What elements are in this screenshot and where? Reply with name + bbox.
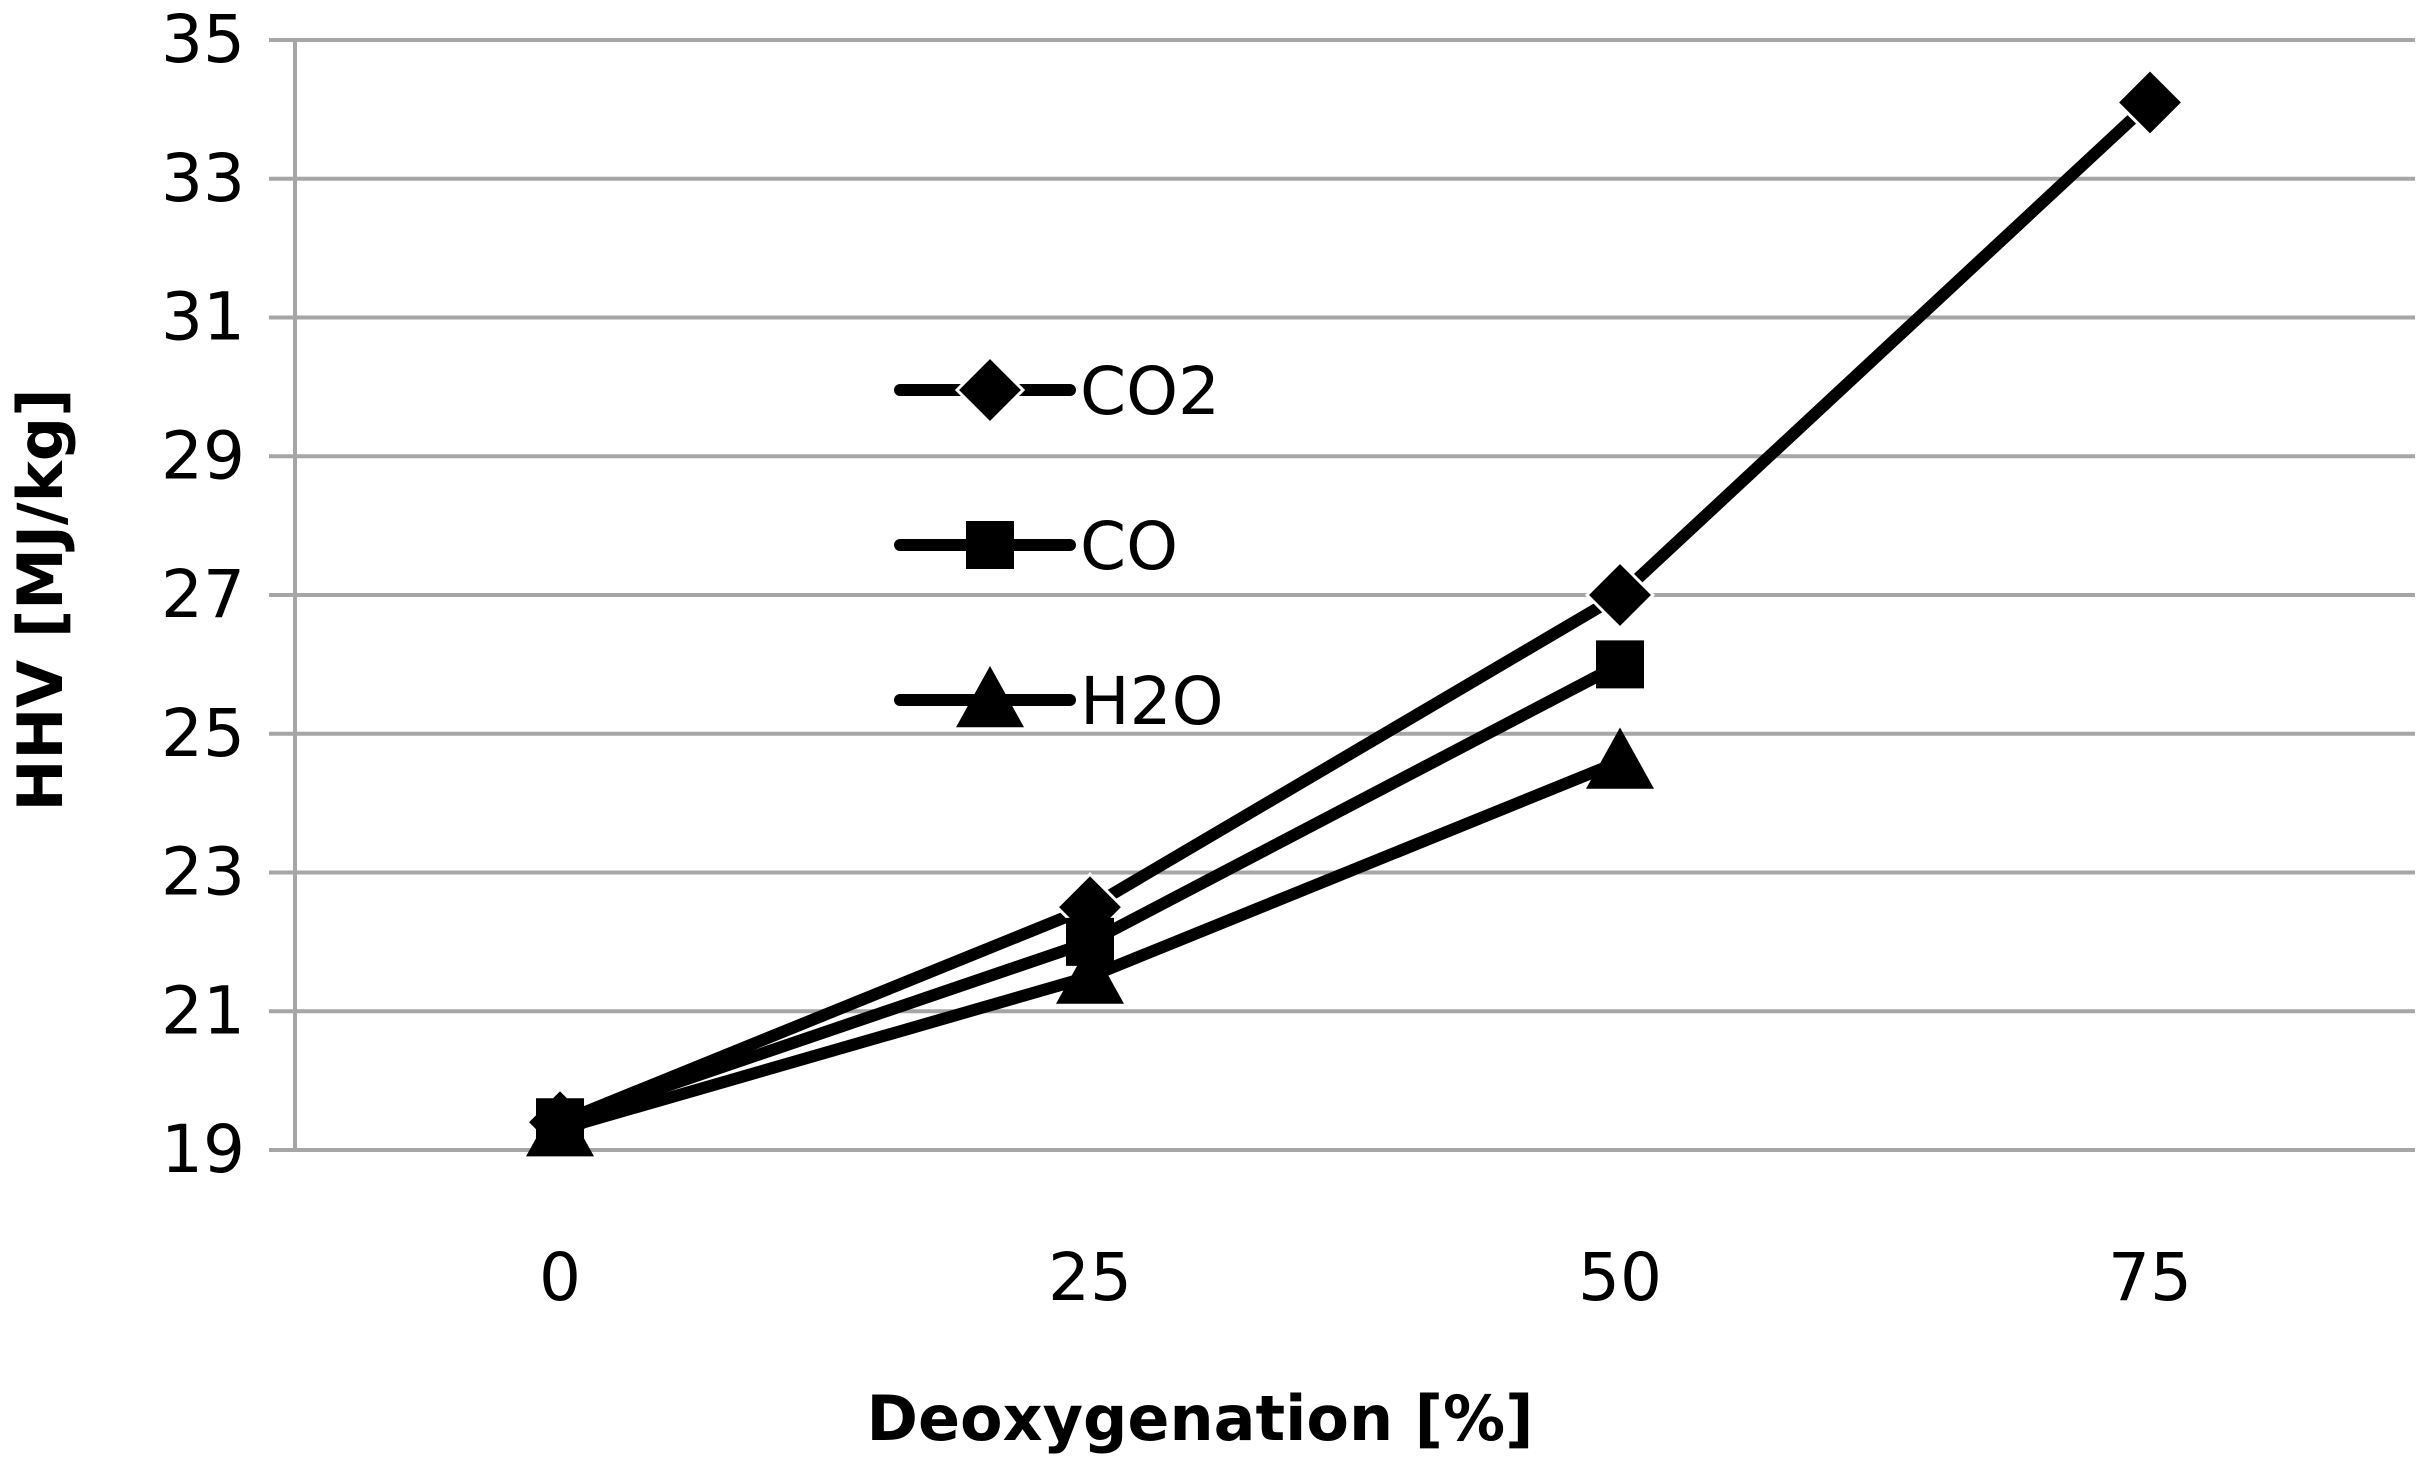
x-tick-label: 75 xyxy=(2108,1239,2192,1316)
legend-item-co2: CO2 xyxy=(894,353,1220,430)
x-tick-labels: 0 25 50 75 xyxy=(539,1239,2192,1316)
y-tick-label: 31 xyxy=(161,279,245,356)
series-line-co2 xyxy=(554,96,2156,1129)
legend-diamond-icon xyxy=(954,354,1026,426)
y-tick-label: 27 xyxy=(161,556,245,633)
x-tick-label: 0 xyxy=(539,1239,581,1316)
y-tick-label: 23 xyxy=(161,834,245,911)
y-tick-label: 35 xyxy=(161,1,245,78)
legend-label-h2o: H2O xyxy=(1080,663,1224,740)
legend-label-co: CO xyxy=(1080,508,1178,585)
y-tick-label: 33 xyxy=(161,140,245,217)
x-tick-label: 50 xyxy=(1578,1239,1662,1316)
gridlines xyxy=(269,38,2415,1152)
legend-square-icon xyxy=(966,521,1014,569)
y-tick-label: 19 xyxy=(161,1111,245,1188)
y-tick-label: 29 xyxy=(161,417,245,494)
data-point-co2 xyxy=(2114,67,2186,138)
data-point-co xyxy=(1596,640,1644,689)
legend-triangle-icon xyxy=(956,666,1024,728)
y-tick-labels: 19 21 23 25 27 29 31 33 35 xyxy=(161,1,245,1188)
data-point-co2 xyxy=(1584,559,1656,631)
x-tick-label: 25 xyxy=(1048,1239,1132,1316)
series-lines xyxy=(524,67,2186,1158)
legend-item-co: CO xyxy=(894,508,1178,585)
legend: CO2 CO H2O xyxy=(894,353,1224,740)
data-point-h2o xyxy=(1586,727,1654,789)
data-point-h2o xyxy=(526,1095,594,1157)
legend-item-h2o: H2O xyxy=(894,663,1224,740)
y-tick-label: 25 xyxy=(161,695,245,772)
legend-label-co2: CO2 xyxy=(1080,353,1220,430)
y-tick-label: 21 xyxy=(161,972,245,1049)
x-axis-title: Deoxygenation [%] xyxy=(867,1382,1534,1455)
data-point-h2o xyxy=(1056,942,1124,1004)
y-axis-title: HHV [MJ/kg] xyxy=(4,388,77,811)
